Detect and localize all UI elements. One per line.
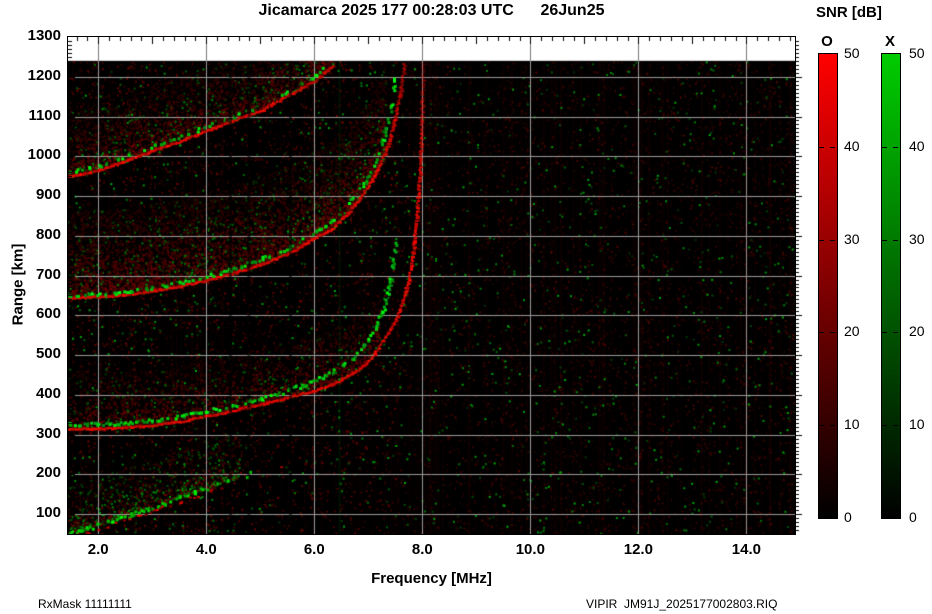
o-colorbar: [818, 53, 838, 519]
colorbar-tick-label: 30: [909, 230, 925, 247]
colorbar-tick-label: 40: [844, 137, 860, 154]
y-tick-label: 600: [35, 305, 61, 323]
right-axis-ticks: [796, 37, 803, 534]
colorbar-tick: [830, 239, 835, 241]
colorbar-tick-label: 10: [909, 416, 925, 433]
colorbar-tick-label: 20: [909, 323, 925, 340]
colorbar-tick: [882, 425, 887, 427]
colorbar-tick: [819, 239, 824, 241]
colorbar-tick-label: 50: [844, 45, 860, 61]
x-tick-label: 8.0: [411, 541, 433, 558]
colorbar-tick-label: 0: [909, 509, 917, 525]
x-colorbar: [881, 53, 901, 519]
colorbar-tick-label: 30: [844, 230, 860, 247]
colorbar-tick: [819, 146, 824, 148]
colorbar-tick: [893, 239, 898, 241]
colorbar-tick: [819, 425, 824, 427]
data-file-label: VIPIR JM91J_2025177002803.RIQ: [586, 597, 778, 611]
x-tick-label: 10.0: [515, 541, 545, 558]
colorbar-tick: [882, 146, 887, 148]
y-tick-label: 200: [35, 464, 61, 482]
colorbar-tick-label: 0: [844, 509, 852, 525]
plot-frame: [67, 36, 796, 535]
colorbar-tick: [893, 425, 898, 427]
colorbar-tick-label: 10: [844, 416, 860, 433]
x-tick-label: 12.0: [623, 541, 653, 558]
colorbar-tick: [893, 332, 898, 334]
colorbar-tick-label: 20: [844, 323, 860, 340]
colorbar-tick: [830, 146, 835, 148]
x-mode-label: X: [884, 33, 895, 50]
y-tick-label: 1000: [27, 146, 61, 164]
colorbar-tick: [830, 425, 835, 427]
plot-title: Jicamarca 2025 177 00:28:03 UTC 26Jun25: [258, 2, 605, 19]
colorbar-tick: [830, 332, 835, 334]
y-tick-label: 700: [35, 265, 61, 283]
x-tick-label: 2.0: [87, 541, 109, 558]
snr-colorbar-title: SNR [dB]: [816, 4, 882, 21]
x-tick-label: 4.0: [195, 541, 217, 558]
colorbar-tick: [893, 146, 898, 148]
colorbar-tick: [819, 332, 824, 334]
y-tick-label: 500: [35, 345, 61, 363]
y-tick-label: 1200: [27, 66, 61, 84]
y-tick-label: 1100: [28, 106, 61, 124]
y-tick-label: 100: [35, 504, 61, 522]
y-tick-label: 1300: [27, 27, 61, 44]
y-tick-label: 900: [35, 186, 61, 204]
y-tick-label: 300: [35, 424, 61, 442]
x-tick-label: 14.0: [731, 541, 761, 558]
o-mode-label: O: [821, 33, 833, 50]
colorbar-tick-label: 50: [909, 45, 925, 61]
y-tick-label: 800: [35, 225, 61, 243]
x-tick-label: 6.0: [303, 541, 325, 558]
x-axis-label: Frequency [MHz]: [371, 570, 492, 587]
y-tick-label: 400: [35, 384, 61, 402]
colorbar-tick-label: 40: [909, 137, 925, 154]
colorbar-tick: [882, 239, 887, 241]
colorbar-tick: [882, 332, 887, 334]
ionogram-canvas: [68, 37, 795, 534]
rx-mask-label: RxMask 11111111: [38, 597, 132, 611]
